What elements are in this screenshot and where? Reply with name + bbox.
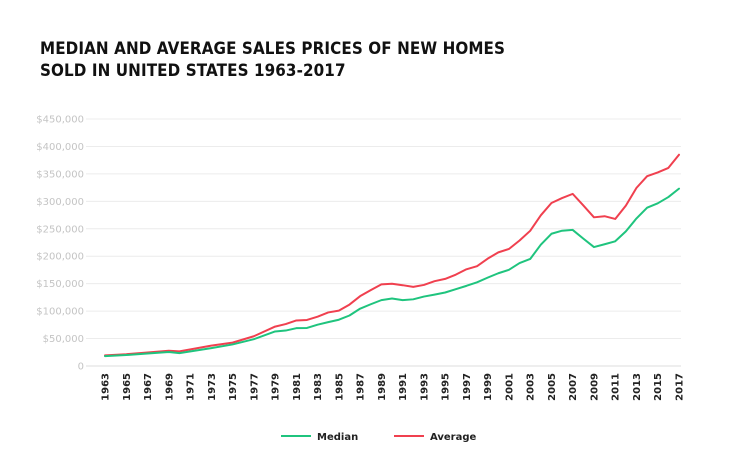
chart-title: MEDIAN AND AVERAGE SALES PRICES OF NEW H… xyxy=(40,38,592,82)
x-tick-label: 1999 xyxy=(483,373,494,401)
x-tick-label: 2011 xyxy=(611,373,622,401)
x-tick-label: 2017 xyxy=(675,373,686,401)
y-tick-label: $450,000 xyxy=(36,115,84,126)
x-tick-label: 1975 xyxy=(228,373,239,401)
legend-label: Average xyxy=(430,432,477,443)
y-tick-label: $300,000 xyxy=(36,197,84,208)
series-line-median xyxy=(104,187,680,358)
grid-lines xyxy=(86,118,681,367)
y-tick-label: $100,000 xyxy=(36,307,84,318)
y-tick-label: 0 xyxy=(78,362,84,373)
x-tick-label: 1997 xyxy=(462,373,473,401)
x-tick-label: 1967 xyxy=(143,373,154,401)
x-tick-label: 2009 xyxy=(589,373,600,401)
chart-title-line1: MEDIAN AND AVERAGE SALES PRICES OF NEW H… xyxy=(40,39,506,58)
x-tick-label: 2001 xyxy=(504,373,515,401)
y-tick-label: $400,000 xyxy=(36,142,84,153)
x-tick-label: 1991 xyxy=(398,373,409,401)
x-tick-label: 1993 xyxy=(419,373,430,401)
y-axis-ticks: 0 $50,000 $100,000 $150,000 $200,000 $250,000… xyxy=(36,115,84,373)
legend: Median Average xyxy=(281,432,477,443)
y-tick-label: $250,000 xyxy=(36,224,84,235)
x-tick-label: 2003 xyxy=(526,373,537,401)
x-tick-label: 2013 xyxy=(632,373,643,401)
x-tick-label: 1995 xyxy=(441,373,452,401)
x-tick-label: 1977 xyxy=(249,373,260,401)
x-axis-ticks: 1963 1965 1967 1969 1971 1973 1975 1977 1979 1981… xyxy=(101,373,686,401)
x-tick-label: 1985 xyxy=(334,373,345,401)
y-tick-label: $150,000 xyxy=(36,279,84,290)
legend-item-average: Average xyxy=(394,432,477,443)
y-tick-label: $350,000 xyxy=(36,169,84,180)
x-tick-label: 1971 xyxy=(186,373,197,401)
x-tick-label: 1963 xyxy=(101,373,112,401)
x-tick-label: 1973 xyxy=(207,373,218,401)
x-tick-label: 1979 xyxy=(271,373,282,401)
y-tick-label: $50,000 xyxy=(43,334,84,345)
x-tick-label: 1989 xyxy=(377,373,388,401)
x-tick-label: 2007 xyxy=(568,373,579,401)
series-line-average xyxy=(104,153,680,357)
x-tick-label: 1983 xyxy=(313,373,324,401)
legend-label: Median xyxy=(317,432,358,443)
x-tick-label: 1981 xyxy=(292,373,303,401)
legend-item-median: Median xyxy=(281,432,358,443)
x-tick-label: 1987 xyxy=(356,373,367,401)
x-tick-label: 2015 xyxy=(653,373,664,401)
x-tick-label: 1969 xyxy=(164,373,175,401)
x-tick-label: 1965 xyxy=(122,373,133,401)
chart-title-line2: SOLD IN UNITED STATES 1963-2017 xyxy=(40,61,346,80)
x-tick-label: 2005 xyxy=(547,373,558,401)
series-lines xyxy=(104,153,680,358)
y-tick-label: $200,000 xyxy=(36,252,84,263)
